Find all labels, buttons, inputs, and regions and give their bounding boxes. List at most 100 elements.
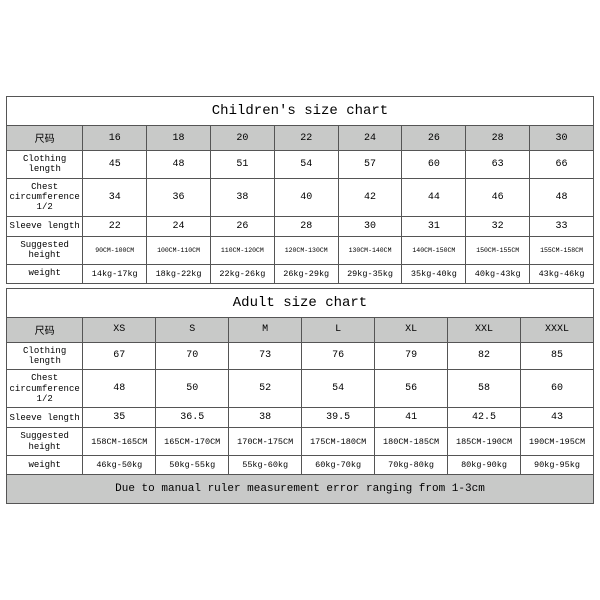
adult-size-label: 尺码 [7, 317, 83, 342]
adult-cell: 50 [156, 370, 229, 408]
children-cell: 130CM-140CM [338, 236, 402, 264]
adult-cell: 39.5 [302, 408, 375, 428]
children-cell: 30 [338, 216, 402, 236]
children-header-6: 28 [466, 126, 530, 151]
children-rows: Clothing length4548515457606366Chest cir… [7, 151, 594, 283]
children-cell: 28 [274, 216, 338, 236]
children-header-3: 22 [274, 126, 338, 151]
children-row-label: Suggested height [7, 236, 83, 264]
adult-rows: Clothing length67707376798285Chest circu… [7, 342, 594, 474]
children-cell: 63 [466, 151, 530, 179]
adult-header-3: L [302, 317, 375, 342]
children-cell: 29kg-35kg [338, 264, 402, 283]
measurement-note-row: Due to manual ruler measurement error ra… [7, 474, 594, 503]
children-cell: 31 [402, 216, 466, 236]
children-size-table: Children's size chart 尺码 16 18 20 22 24 … [6, 96, 594, 283]
adult-row-label: weight [7, 455, 83, 474]
adult-cell: 85 [521, 342, 594, 370]
adult-header-0: XS [83, 317, 156, 342]
children-cell: 46 [466, 178, 530, 216]
adult-header-1: S [156, 317, 229, 342]
children-cell: 45 [83, 151, 147, 179]
children-cell: 43kg-46kg [530, 264, 594, 283]
children-cell: 40 [274, 178, 338, 216]
table-row: Suggested height90CM-100CM100CM-110CM110… [7, 236, 594, 264]
children-cell: 110CM-120CM [210, 236, 274, 264]
adult-cell: 165CM-170CM [156, 428, 229, 456]
adult-cell: 60kg-70kg [302, 455, 375, 474]
adult-cell: 58 [448, 370, 521, 408]
table-row: Chest circumference 1/248505254565860 [7, 370, 594, 408]
adult-cell: 48 [83, 370, 156, 408]
adult-cell: 80kg-90kg [448, 455, 521, 474]
adult-header-row: 尺码 XS S M L XL XXL XXXL [7, 317, 594, 342]
adult-cell: 56 [375, 370, 448, 408]
adult-cell: 50kg-55kg [156, 455, 229, 474]
children-cell: 51 [210, 151, 274, 179]
children-cell: 140CM-150CM [402, 236, 466, 264]
adult-cell: 79 [375, 342, 448, 370]
children-header-2: 20 [210, 126, 274, 151]
adult-cell: 82 [448, 342, 521, 370]
table-row: weight46kg-50kg50kg-55kg55kg-60kg60kg-70… [7, 455, 594, 474]
adult-title-row: Adult size chart [7, 288, 594, 317]
adult-cell: 190CM-195CM [521, 428, 594, 456]
children-header-0: 16 [83, 126, 147, 151]
children-cell: 120CM-130CM [274, 236, 338, 264]
adult-cell: 185CM-190CM [448, 428, 521, 456]
children-cell: 33 [530, 216, 594, 236]
children-cell: 48 [530, 178, 594, 216]
adult-cell: 70kg-80kg [375, 455, 448, 474]
adult-cell: 180CM-185CM [375, 428, 448, 456]
children-cell: 54 [274, 151, 338, 179]
children-cell: 150CM-155CM [466, 236, 530, 264]
adult-cell: 36.5 [156, 408, 229, 428]
children-cell: 32 [466, 216, 530, 236]
children-header-4: 24 [338, 126, 402, 151]
children-cell: 100CM-110CM [147, 236, 211, 264]
table-row: Clothing length67707376798285 [7, 342, 594, 370]
children-cell: 35kg-40kg [402, 264, 466, 283]
children-header-row: 尺码 16 18 20 22 24 26 28 30 [7, 126, 594, 151]
children-cell: 18kg-22kg [147, 264, 211, 283]
adult-cell: 90kg-95kg [521, 455, 594, 474]
adult-size-table: Adult size chart 尺码 XS S M L XL XXL XXXL… [6, 288, 594, 504]
adult-row-label: Sleeve length [7, 408, 83, 428]
children-cell: 26kg-29kg [274, 264, 338, 283]
children-title-row: Children's size chart [7, 97, 594, 126]
adult-cell: 158CM-165CM [83, 428, 156, 456]
children-cell: 26 [210, 216, 274, 236]
adult-title: Adult size chart [7, 288, 594, 317]
adult-header-5: XXL [448, 317, 521, 342]
children-header-1: 18 [147, 126, 211, 151]
children-cell: 44 [402, 178, 466, 216]
adult-cell: 43 [521, 408, 594, 428]
children-cell: 48 [147, 151, 211, 179]
adult-cell: 170CM-175CM [229, 428, 302, 456]
children-cell: 40kg-43kg [466, 264, 530, 283]
children-cell: 38 [210, 178, 274, 216]
size-chart-sheet: Children's size chart 尺码 16 18 20 22 24 … [0, 92, 600, 508]
adult-header-4: XL [375, 317, 448, 342]
table-row: Chest circumference 1/23436384042444648 [7, 178, 594, 216]
adult-header-6: XXXL [521, 317, 594, 342]
children-cell: 90CM-100CM [83, 236, 147, 264]
children-cell: 57 [338, 151, 402, 179]
adult-row-label: Clothing length [7, 342, 83, 370]
table-row: Clothing length4548515457606366 [7, 151, 594, 179]
measurement-note: Due to manual ruler measurement error ra… [7, 474, 594, 503]
adult-cell: 67 [83, 342, 156, 370]
children-cell: 42 [338, 178, 402, 216]
children-cell: 155CM-158CM [530, 236, 594, 264]
adult-cell: 54 [302, 370, 375, 408]
children-row-label: Sleeve length [7, 216, 83, 236]
adult-cell: 60 [521, 370, 594, 408]
children-cell: 34 [83, 178, 147, 216]
adult-cell: 38 [229, 408, 302, 428]
children-header-5: 26 [402, 126, 466, 151]
adult-cell: 73 [229, 342, 302, 370]
adult-cell: 41 [375, 408, 448, 428]
children-cell: 60 [402, 151, 466, 179]
children-row-label: Clothing length [7, 151, 83, 179]
table-row: Suggested height158CM-165CM165CM-170CM17… [7, 428, 594, 456]
